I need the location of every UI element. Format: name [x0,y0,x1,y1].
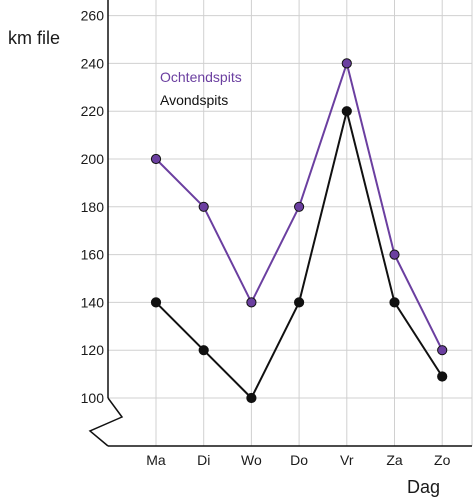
legend: Ochtendspits Avondspits [160,69,242,108]
y-tick-labels: 100 120 140 160 180 200 220 240 260 [81,8,105,406]
data-point-ochtendspits [246,297,257,308]
y-tick-label: 100 [81,390,105,406]
y-tick-label: 200 [81,151,105,167]
grid [108,0,473,446]
x-tick-label: Wo [241,452,262,468]
y-tick-label: 140 [81,294,105,310]
x-tick-label: Zo [434,452,451,468]
y-tick-label: 220 [81,103,105,119]
y-axis-title: km file [8,28,60,48]
x-tick-label: Di [197,452,210,468]
y-tick-label: 260 [81,8,105,24]
data-point-avondspits [150,297,162,308]
x-tick-label: Za [386,452,403,468]
series-group [150,58,448,404]
data-point-ochtendspits [294,201,305,212]
y-tick-label: 120 [81,342,105,358]
data-point-avondspits [389,297,400,308]
data-point-ochtendspits [389,249,400,260]
x-tick-label: Vr [340,452,354,468]
data-point-avondspits [198,345,209,356]
data-point-ochtendspits [198,201,209,212]
y-axis-break [88,397,124,447]
legend-item-avondspits: Avondspits [160,92,228,108]
y-tick-label: 180 [81,199,105,215]
x-tick-labels: Ma Di Wo Do Vr Za Zo [146,452,450,468]
data-point-avondspits [246,392,257,404]
data-point-avondspits [437,371,448,382]
data-point-avondspits [294,297,305,308]
x-tick-label: Ma [146,452,166,468]
y-tick-label: 160 [81,247,105,263]
y-tick-label: 240 [81,55,105,71]
axes [88,0,472,447]
data-point-avondspits [341,106,352,117]
x-axis-title: Dag [407,477,440,497]
legend-item-ochtendspits: Ochtendspits [160,69,242,85]
data-point-ochtendspits [150,153,162,165]
data-point-ochtendspits [341,58,352,69]
data-point-ochtendspits [437,345,448,356]
x-tick-label: Do [290,452,308,468]
